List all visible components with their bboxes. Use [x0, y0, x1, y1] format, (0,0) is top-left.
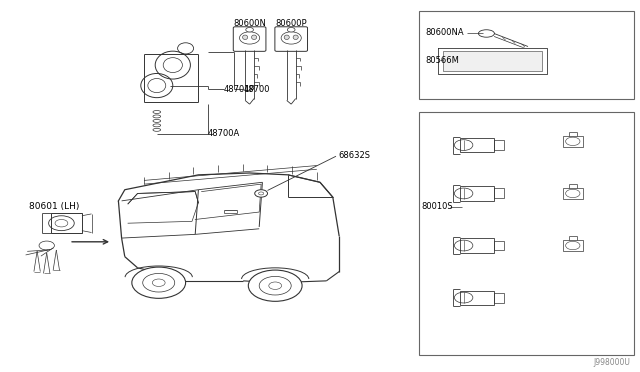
Bar: [460, 138, 493, 152]
Circle shape: [143, 273, 175, 292]
Ellipse shape: [243, 35, 248, 39]
Ellipse shape: [252, 35, 257, 39]
Bar: [493, 293, 504, 302]
Bar: [563, 136, 583, 147]
Circle shape: [152, 279, 165, 286]
Circle shape: [246, 28, 253, 32]
Text: 48700: 48700: [243, 85, 269, 94]
Bar: [443, 51, 542, 71]
Bar: [460, 291, 493, 305]
Bar: [419, 112, 634, 355]
Text: 80600N: 80600N: [233, 19, 266, 28]
Bar: [419, 11, 634, 99]
Bar: [563, 240, 583, 251]
Circle shape: [255, 190, 268, 197]
Text: 80010S: 80010S: [421, 202, 452, 211]
Text: 80601 (LH): 80601 (LH): [29, 202, 79, 211]
Polygon shape: [438, 48, 547, 74]
Circle shape: [259, 276, 291, 295]
Text: 48701P: 48701P: [224, 85, 255, 94]
Bar: [563, 188, 583, 199]
Text: 80566M: 80566M: [426, 56, 460, 65]
Bar: [51, 213, 82, 233]
Circle shape: [269, 282, 282, 289]
FancyBboxPatch shape: [234, 27, 266, 51]
FancyBboxPatch shape: [275, 27, 307, 51]
Text: 68632S: 68632S: [338, 151, 370, 160]
Circle shape: [248, 270, 302, 301]
Text: J998000U: J998000U: [593, 358, 630, 367]
Bar: [460, 238, 493, 253]
Ellipse shape: [293, 35, 298, 39]
Circle shape: [132, 267, 186, 298]
Bar: [493, 140, 504, 150]
Bar: [493, 241, 504, 250]
Bar: [493, 189, 504, 198]
Circle shape: [287, 28, 295, 32]
Text: 80600NA: 80600NA: [426, 28, 464, 37]
Text: 80600P: 80600P: [275, 19, 307, 28]
Ellipse shape: [284, 35, 289, 39]
Bar: [460, 186, 493, 201]
Text: 48700A: 48700A: [208, 129, 240, 138]
Circle shape: [259, 192, 264, 195]
